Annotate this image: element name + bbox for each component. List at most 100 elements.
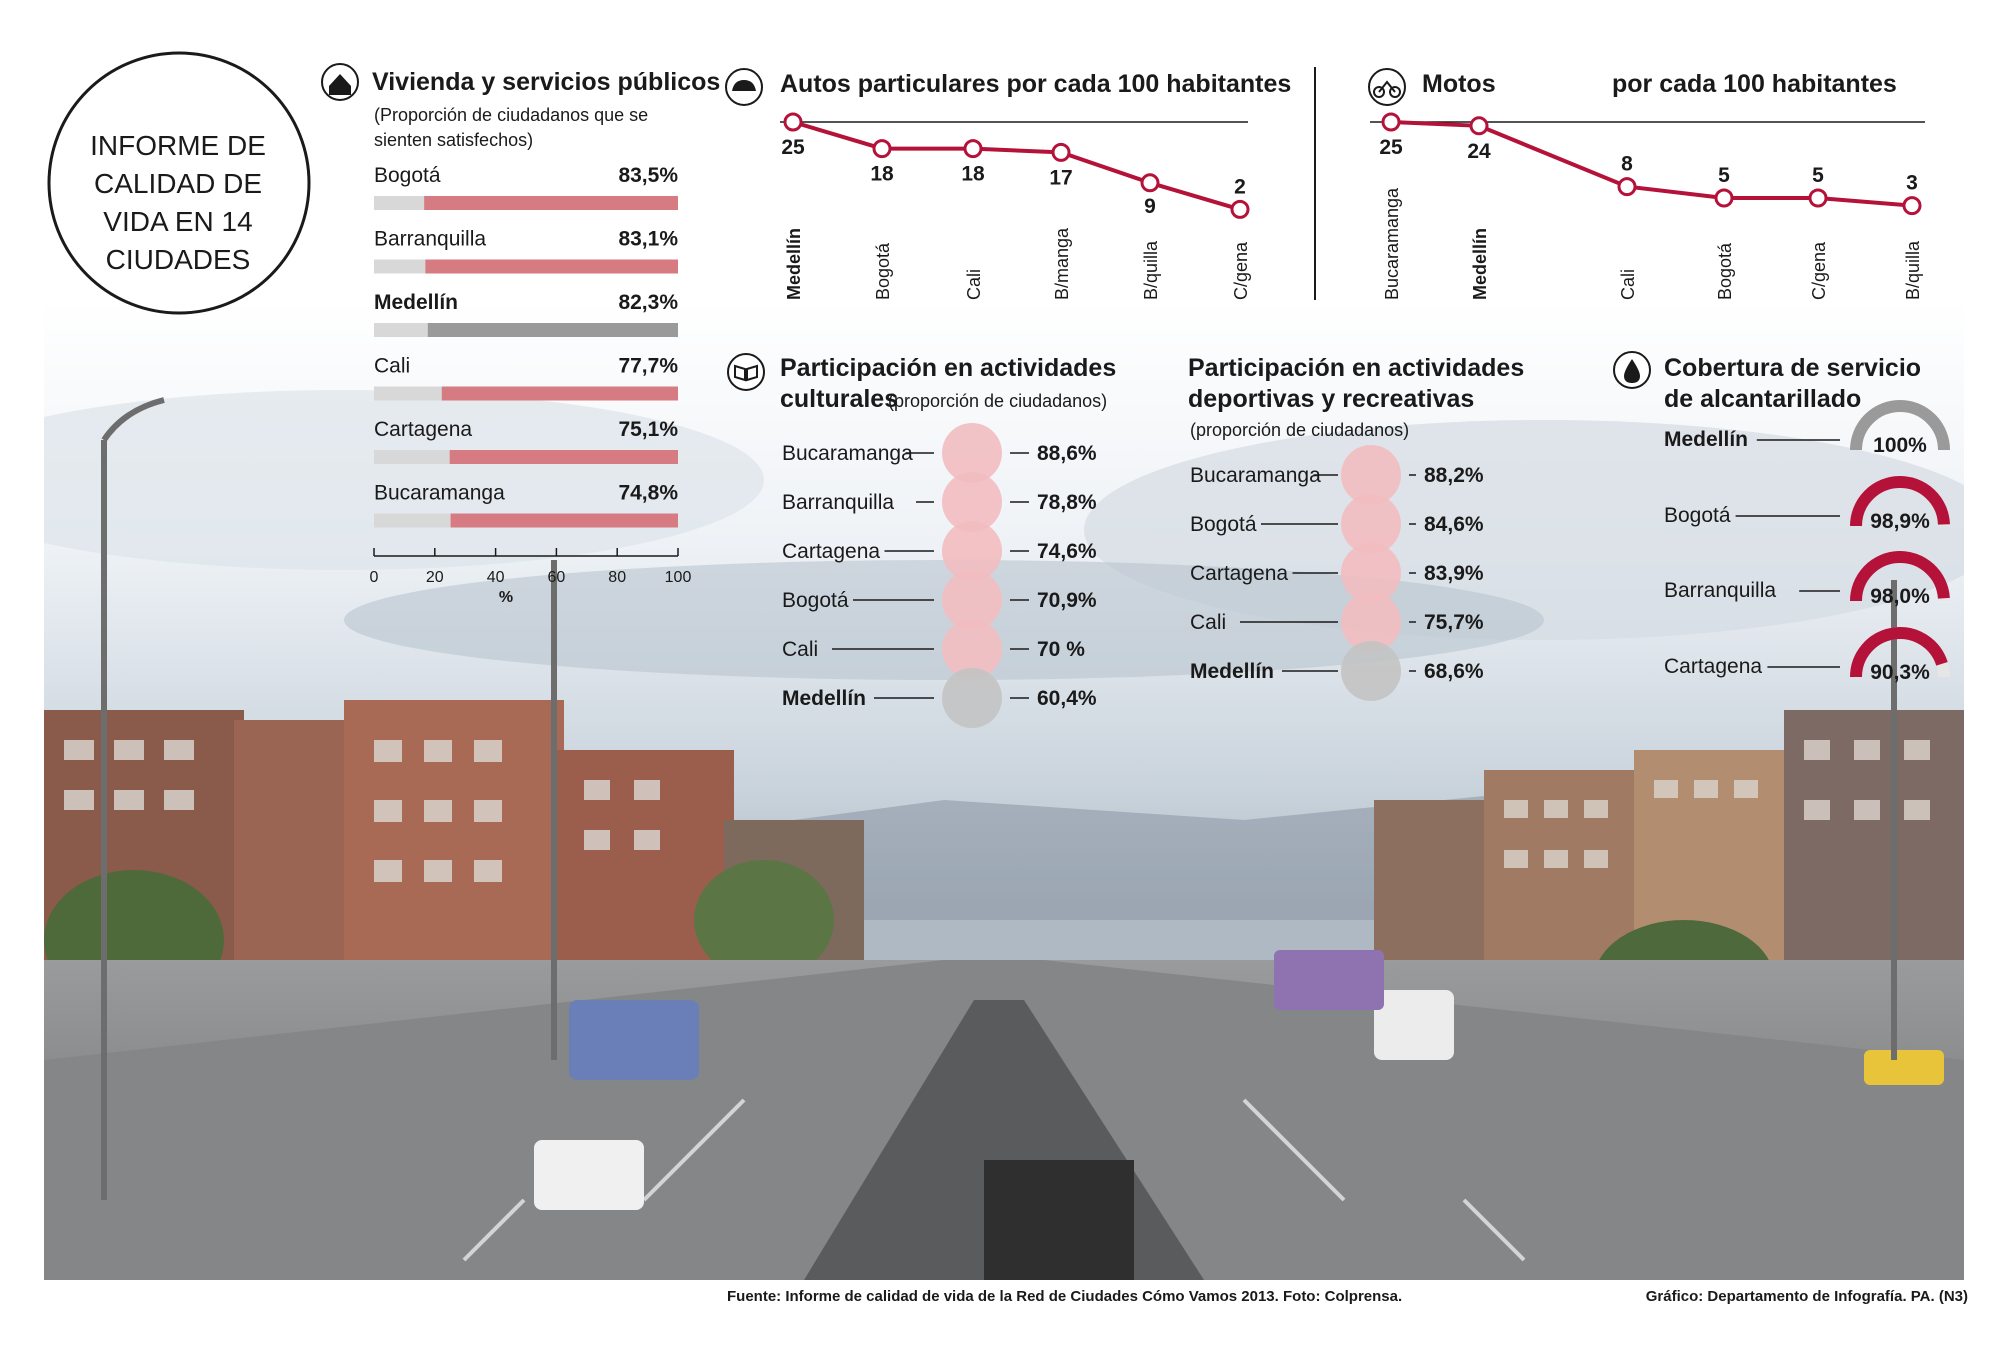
vivienda-bar [450, 513, 678, 528]
vivienda-category-label: Medellín [374, 291, 458, 314]
vivienda-chart: Vivienda y servicios públicos (Proporció… [321, 63, 720, 606]
motos-value-label: 8 [1621, 153, 1633, 176]
autos-point [1230, 199, 1250, 219]
motos-category-label: Medellín [1470, 228, 1490, 300]
motos-point [1902, 196, 1922, 216]
deportivas-category-label: Cartagena [1190, 562, 1288, 585]
culturales-value-label: 70 % [1037, 638, 1085, 661]
vivienda-bar [427, 323, 678, 337]
motos-chart: Motos por cada 100 habitantes 25 24 8 5 5 3 Bu… [1368, 68, 1925, 300]
autos-title: Autos particulares por cada 100 habitant… [780, 70, 1291, 98]
alcantarillado-gauge [1850, 627, 1948, 678]
culturales-category-label: Cali [782, 638, 818, 661]
alcantarillado-category-label: Cartagena [1664, 655, 1762, 678]
vivienda-tick-label: 80 [608, 569, 626, 586]
vivienda-subtitle-1: (Proporción de ciudadanos que se [374, 105, 648, 125]
motos-category-label: Cali [1618, 269, 1638, 300]
culturales-bubble [942, 521, 1002, 581]
culturales-value-label: 74,6% [1037, 540, 1097, 563]
street-photo [44, 300, 1964, 1280]
vivienda-tick-label: 20 [426, 569, 444, 586]
vivienda-tick-label: 100 [665, 569, 692, 586]
alcantarillado-title-2: de alcantarillado [1664, 385, 1861, 413]
autos-line [792, 120, 1241, 212]
motos-point [1714, 188, 1734, 208]
autos-category-label: C/gena [1231, 241, 1251, 300]
vivienda-category-label: Barranquilla [374, 228, 486, 251]
vivienda-value-label: 75,1% [618, 418, 678, 441]
culturales-bubble [942, 619, 1002, 679]
motos-value-label: 24 [1467, 140, 1491, 163]
motos-value-label: 5 [1718, 164, 1730, 187]
culturales-category-label: Medellín [782, 687, 866, 710]
deportivas-category-label: Bogotá [1190, 513, 1257, 536]
culturales-category-label: Cartagena [782, 540, 880, 563]
deportivas-chart: Participación en actividades deportivas … [1188, 354, 1524, 701]
alcantarillado-value-label: 100% [1873, 434, 1927, 457]
deportivas-value-label: 75,7% [1424, 611, 1484, 634]
motos-category-label: Bogotá [1715, 242, 1735, 300]
autos-value-label: 9 [1144, 195, 1156, 218]
motorcycle-icon [1368, 68, 1406, 106]
vivienda-tick-label: 60 [548, 569, 566, 586]
alcantarillado-value-label: 98,0% [1870, 585, 1930, 608]
deportivas-title-2: deportivas y recreativas [1188, 385, 1474, 413]
vivienda-category-label: Bogotá [374, 164, 441, 187]
vivienda-category-label: Cartagena [374, 418, 472, 441]
motos-title-right: por cada 100 habitantes [1612, 70, 1897, 98]
autos-point [963, 139, 983, 159]
vivienda-value-label: 83,1% [618, 228, 678, 251]
culturales-category-label: Barranquilla [782, 491, 894, 514]
motos-value-label: 5 [1812, 164, 1824, 187]
deportivas-value-label: 68,6% [1424, 660, 1484, 683]
deportivas-title-1: Participación en actividades [1188, 354, 1524, 382]
autos-category-label: Cali [964, 269, 984, 300]
motos-category-label: C/gena [1809, 241, 1829, 300]
culturales-chart: Participación en actividades culturales … [727, 353, 1116, 728]
culturales-category-label: Bogotá [782, 589, 849, 612]
autos-point [1140, 173, 1160, 193]
culturales-title-1: Participación en actividades [780, 354, 1116, 382]
autos-value-label: 18 [870, 163, 894, 186]
alcantarillado-gauge [1850, 476, 1950, 527]
report-title-line-4: CIUDADES [106, 244, 251, 275]
motos-value-label: 25 [1379, 136, 1403, 159]
vivienda-value-label: 82,3% [618, 291, 678, 314]
deportivas-category-label: Cali [1190, 611, 1226, 634]
deportivas-bubble [1341, 592, 1401, 652]
vivienda-bar [449, 450, 678, 464]
deportivas-category-label: Bucaramanga [1190, 464, 1321, 487]
autos-value-label: 2 [1234, 175, 1246, 198]
autos-category-label: Bogotá [873, 242, 893, 300]
autos-point [783, 112, 803, 132]
vivienda-category-label: Cali [374, 355, 410, 378]
vivienda-subtitle-2: sienten satisfechos) [374, 130, 533, 150]
alcantarillado-category-label: Bogotá [1664, 504, 1731, 527]
alcantarillado-category-label: Barranquilla [1664, 579, 1776, 602]
vivienda-value-label: 74,8% [618, 482, 678, 505]
report-title-badge: INFORME DE CALIDAD DE VIDA EN 14 CIUDADE… [47, 51, 311, 315]
vivienda-xlabel: % [499, 589, 513, 606]
motos-point [1808, 188, 1828, 208]
autos-category-label: B/quilla [1141, 240, 1161, 300]
autos-point [1051, 142, 1071, 162]
vivienda-bar [424, 196, 678, 210]
footer-source: Fuente: Informe de calidad de vida de la… [727, 1288, 1402, 1305]
motos-value-label: 3 [1906, 172, 1918, 195]
deportivas-bubble [1341, 494, 1401, 554]
report-title-line-2: CALIDAD DE [94, 168, 262, 199]
culturales-value-label: 78,8% [1037, 491, 1097, 514]
alcantarillado-value-label: 90,3% [1870, 661, 1930, 684]
culturales-value-label: 88,6% [1037, 442, 1097, 465]
deportivas-bubble [1341, 543, 1401, 603]
deportivas-bubble [1341, 641, 1401, 701]
motos-point [1617, 177, 1637, 197]
culturales-bubble [942, 570, 1002, 630]
vivienda-tick-label: 0 [370, 569, 379, 586]
footer-credit: Gráfico: Departamento de Infografía. PA.… [1646, 1288, 1968, 1305]
motos-category-label: Bucaramanga [1382, 187, 1402, 300]
autos-chart: Autos particulares por cada 100 habitant… [725, 68, 1291, 300]
car-icon [725, 68, 763, 106]
autos-category-label: Medellín [784, 228, 804, 300]
